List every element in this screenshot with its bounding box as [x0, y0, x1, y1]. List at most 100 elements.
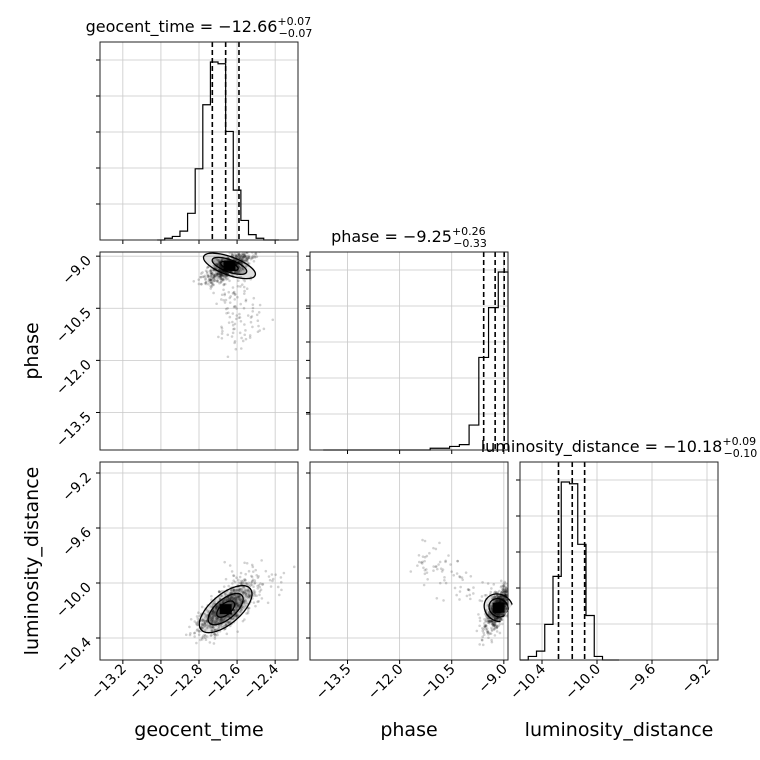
- scatter-point: [219, 281, 223, 284]
- scatter-point: [491, 614, 494, 618]
- scatter-point: [234, 596, 237, 599]
- scatter-point: [233, 598, 237, 602]
- scatter-point: [480, 638, 484, 642]
- scatter-point: [455, 572, 459, 575]
- scatter-point: [218, 272, 222, 276]
- scatter-point: [238, 248, 241, 251]
- scatter-point: [245, 582, 249, 586]
- scatter-point: [490, 619, 493, 623]
- scatter-point: [492, 624, 495, 628]
- scatter-point: [490, 604, 494, 608]
- scatter-point: [485, 617, 488, 620]
- scatter-point: [277, 593, 281, 597]
- scatter-point: [244, 592, 248, 596]
- scatter-point: [225, 596, 229, 600]
- scatter-point: [496, 594, 499, 598]
- scatter-point: [235, 602, 239, 606]
- scatter-point: [236, 603, 239, 607]
- scatter-point: [244, 582, 248, 585]
- scatter-point: [232, 327, 235, 331]
- title-plus: +0.07: [277, 15, 311, 28]
- scatter-point: [246, 591, 249, 595]
- scatter-point: [516, 574, 519, 577]
- x-tick-label: −9.6: [624, 661, 659, 696]
- scatter-point: [244, 249, 247, 252]
- scatter-point: [504, 593, 508, 597]
- scatter-point: [227, 615, 230, 618]
- scatter-point: [258, 590, 262, 593]
- scatter-point: [215, 604, 219, 608]
- scatter-point: [504, 592, 507, 596]
- scatter-point: [466, 588, 470, 591]
- scatter-point: [209, 278, 212, 282]
- scatter-point: [505, 607, 508, 611]
- scatter-point: [504, 588, 508, 592]
- scatter-point: [235, 307, 238, 310]
- scatter-point: [210, 594, 213, 598]
- scatter-point: [212, 610, 215, 613]
- scatter-point: [210, 633, 213, 637]
- x-tick-label: −12.8: [164, 661, 206, 703]
- scatter-point: [496, 599, 499, 603]
- scatter-point: [233, 298, 237, 301]
- scatter-point: [243, 602, 246, 606]
- scatter-point: [244, 589, 248, 592]
- scatter-point: [206, 275, 210, 278]
- scatter-point: [211, 614, 215, 618]
- scatter-point: [205, 280, 208, 284]
- scatter-point: [510, 613, 513, 616]
- scatter-point: [249, 316, 253, 319]
- scatter-point: [495, 623, 498, 627]
- scatter-point: [483, 593, 487, 597]
- scatter-point: [233, 293, 237, 296]
- scatter-point: [239, 582, 243, 585]
- scatter-point: [238, 256, 241, 259]
- scatter-point: [210, 281, 213, 285]
- scatter-point: [242, 253, 246, 256]
- scatter-point: [223, 301, 227, 304]
- scatter-point: [217, 590, 221, 594]
- scatter-point: [214, 620, 217, 623]
- scatter-point: [212, 601, 216, 604]
- scatter-point: [498, 631, 502, 635]
- scatter-point: [257, 583, 261, 587]
- scatter-point: [423, 539, 427, 543]
- scatter-point: [435, 597, 439, 600]
- scatter-point: [426, 578, 429, 581]
- scatter-point: [501, 590, 505, 593]
- scatter-point: [254, 252, 258, 255]
- scatter-point: [231, 594, 235, 598]
- scatter-point: [238, 316, 242, 319]
- scatter-point: [256, 584, 259, 588]
- scatter-point: [242, 585, 245, 589]
- scatter-point: [233, 271, 237, 274]
- scatter-point: [209, 280, 213, 283]
- scatter-point: [496, 594, 500, 598]
- scatter-point: [491, 623, 494, 626]
- scatter-point: [255, 313, 259, 317]
- scatter-point: [197, 611, 200, 615]
- scatter-point: [485, 624, 488, 628]
- scatter-point: [222, 258, 226, 262]
- scatter-point: [234, 607, 238, 611]
- scatter-point: [197, 278, 201, 281]
- scatter-point: [235, 601, 238, 605]
- scatter-point: [501, 584, 505, 588]
- scatter-point: [193, 635, 196, 638]
- scatter-point: [210, 625, 214, 628]
- scatter-point: [260, 559, 263, 562]
- scatter-point: [244, 329, 247, 332]
- scatter-point: [241, 254, 244, 258]
- scatter-point: [235, 599, 238, 602]
- x-tick-label: −13.2: [88, 661, 130, 703]
- scatter-point: [232, 574, 236, 578]
- scatter-point: [235, 607, 238, 610]
- scatter-point: [228, 598, 231, 601]
- scatter-point: [244, 264, 247, 268]
- scatter-point: [236, 589, 239, 592]
- scatter-point: [220, 589, 224, 593]
- scatter-point: [489, 620, 493, 623]
- scatter-point: [219, 275, 222, 279]
- scatter-point: [240, 607, 244, 610]
- scatter-point: [483, 625, 487, 628]
